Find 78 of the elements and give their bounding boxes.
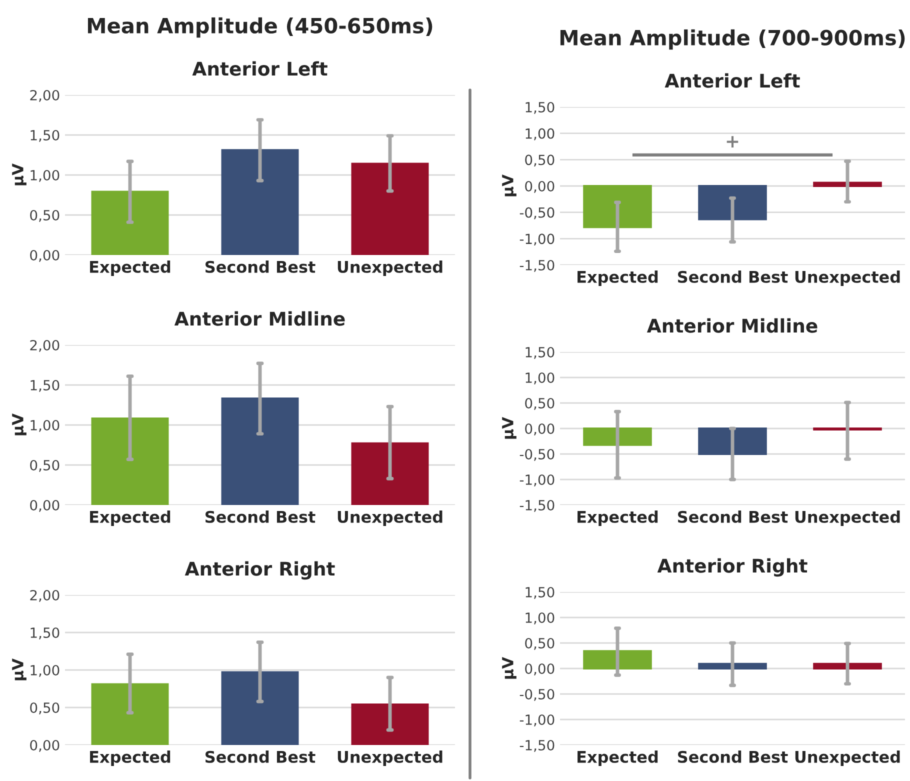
y-tick-label: 0,00 — [525, 180, 554, 193]
y-tick-label: 0,00 — [30, 500, 60, 512]
y-tick-label: -1,50 — [520, 740, 554, 752]
chart-title: Anterior Midline — [174, 311, 345, 326]
bar — [221, 149, 299, 255]
text: Mean Amplitude (450-650ms) — [88, 17, 432, 38]
x-tick-label: Expected — [578, 750, 658, 766]
y-tick-label: 1,50 — [30, 130, 60, 142]
chart-title: Anterior Left — [664, 73, 800, 88]
y-tick-label: -1,00 — [520, 474, 554, 486]
y-tick-label: 1,00 — [30, 170, 60, 182]
text: Mean Amplitude (700-900ms) — [560, 29, 905, 50]
x-tick-label: Unexpected — [338, 260, 442, 276]
bar — [351, 442, 429, 505]
y-tick-label: 1,50 — [30, 380, 60, 392]
y-tick-label: 0,00 — [30, 250, 60, 262]
annotation: + — [726, 136, 738, 148]
y-axis-title: µV — [502, 174, 516, 196]
bar — [221, 398, 299, 505]
x-tick-label: Unexpected — [795, 510, 900, 526]
x-tick-label: Expected — [578, 510, 658, 526]
x-tick-label: Second Best — [678, 750, 788, 763]
x-tick-label: Unexpected — [795, 750, 900, 766]
y-tick-label: 0,50 — [30, 460, 60, 472]
y-tick-label: -1,50 — [520, 260, 554, 272]
y-tick-label: 2,00 — [30, 590, 60, 602]
x-tick-label: Unexpected — [338, 750, 442, 766]
y-tick-label: 0,50 — [525, 398, 554, 410]
y-tick-label: 0,50 — [525, 154, 554, 167]
x-tick-label: Expected — [90, 260, 170, 276]
x-tick-label: Expected — [90, 750, 170, 766]
y-tick-label: 0,00 — [525, 423, 554, 436]
x-tick-label: Second Best — [678, 270, 788, 283]
y-tick-label: 1,50 — [526, 102, 554, 114]
y-tick-label: 1,00 — [526, 128, 554, 140]
y-tick-label: 1,00 — [30, 664, 60, 677]
x-tick-label: Expected — [578, 270, 658, 286]
y-tick-label: 2,00 — [30, 90, 60, 102]
bar — [91, 683, 169, 745]
chart-title: Anterior Midline — [646, 318, 818, 333]
y-axis-title: µV — [12, 414, 26, 436]
y-tick-label: 1,00 — [526, 612, 554, 624]
x-tick-label: Second Best — [678, 510, 788, 523]
y-tick-label: 1,50 — [526, 586, 554, 599]
bar — [351, 162, 429, 255]
y-tick-label: 0,50 — [30, 702, 60, 714]
bar — [221, 671, 299, 745]
y-tick-label: -1,50 — [520, 500, 554, 512]
y-tick-label: 1,50 — [526, 346, 554, 359]
y-tick-label: -0,50 — [520, 207, 554, 220]
y-axis-title: µV — [12, 658, 26, 680]
x-tick-label: Expected — [90, 510, 170, 526]
x-tick-label: Second Best — [206, 510, 316, 523]
y-tick-label: 2,00 — [30, 340, 60, 352]
y-tick-label: 0,50 — [30, 210, 60, 222]
x-tick-label: Unexpected — [338, 510, 442, 526]
x-tick-label: Unexpected — [795, 270, 900, 286]
y-tick-label: -0,50 — [520, 688, 554, 701]
bar — [91, 190, 169, 255]
y-axis-title: µV — [502, 657, 516, 679]
bar — [91, 418, 169, 505]
chart-title: Anterior Right — [184, 561, 335, 580]
x-tick-label: Second Best — [206, 750, 316, 763]
y-tick-label: 1,50 — [30, 627, 60, 640]
y-axis-title: µV — [12, 164, 26, 186]
y-tick-label: 0,00 — [525, 663, 554, 676]
y-tick-label: 0,00 — [30, 740, 60, 752]
chart-title: Anterior Left — [192, 61, 328, 76]
y-tick-label: -1,00 — [520, 714, 554, 726]
chart-title: Anterior Right — [657, 558, 808, 577]
y-tick-label: 0,50 — [525, 638, 554, 650]
y-tick-label: 1,00 — [526, 372, 554, 384]
y-tick-label: 1,00 — [30, 420, 60, 432]
y-tick-label: -1,00 — [520, 234, 554, 246]
x-tick-label: Second Best — [206, 260, 316, 273]
y-tick-label: -0,50 — [520, 448, 554, 461]
bar — [351, 703, 429, 745]
y-axis-title: µV — [502, 417, 516, 439]
